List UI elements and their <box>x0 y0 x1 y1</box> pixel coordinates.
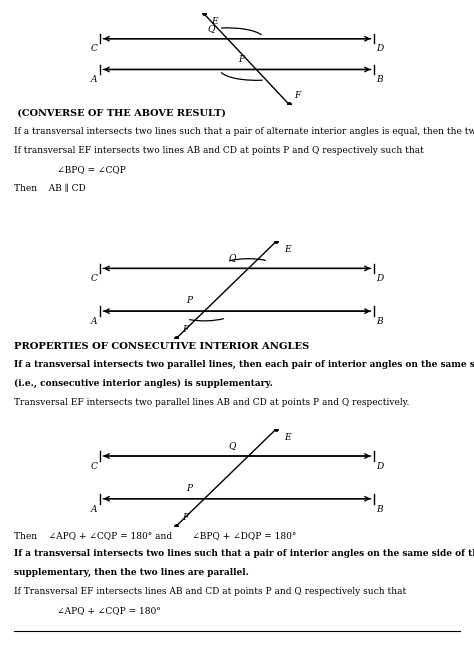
Text: A: A <box>91 317 98 326</box>
Text: B: B <box>376 505 383 514</box>
Text: P: P <box>186 484 192 493</box>
Text: supplementary, then the two lines are parallel.: supplementary, then the two lines are pa… <box>14 568 249 577</box>
Text: B: B <box>376 75 383 84</box>
Text: E: E <box>284 245 291 254</box>
Text: B: B <box>376 317 383 326</box>
Text: Then    AB ∥ CD: Then AB ∥ CD <box>14 184 86 192</box>
Text: If Transversal EF intersects lines AB and CD at points P and Q respectively such: If Transversal EF intersects lines AB an… <box>14 587 407 596</box>
Text: C: C <box>91 462 98 471</box>
Text: Q: Q <box>208 24 215 34</box>
Text: D: D <box>376 274 383 283</box>
Text: D: D <box>376 462 383 471</box>
Text: F: F <box>182 326 189 334</box>
Text: Transversal EF intersects two parallel lines AB and CD at points P and Q respect: Transversal EF intersects two parallel l… <box>14 398 410 407</box>
Text: A: A <box>91 505 98 514</box>
Text: (i.e., consecutive interior angles) is supplementary.: (i.e., consecutive interior angles) is s… <box>14 379 273 389</box>
Text: C: C <box>91 44 98 53</box>
Text: D: D <box>376 44 383 53</box>
Text: P: P <box>186 296 192 306</box>
Text: If a transversal intersects two lines such that a pair of interior angles on the: If a transversal intersects two lines su… <box>14 549 474 558</box>
Text: F: F <box>295 91 301 100</box>
Text: Q: Q <box>229 441 236 450</box>
Text: A: A <box>91 75 98 84</box>
Text: (CONVERSE OF THE ABOVE RESULT): (CONVERSE OF THE ABOVE RESULT) <box>14 109 226 117</box>
Text: PROPERTIES OF CONSECUTIVE INTERIOR ANGLES: PROPERTIES OF CONSECUTIVE INTERIOR ANGLE… <box>14 342 310 350</box>
Text: Q: Q <box>229 253 236 263</box>
Text: E: E <box>211 17 218 26</box>
Text: F: F <box>182 513 189 522</box>
Text: If a transversal intersects two parallel lines, then each pair of interior angle: If a transversal intersects two parallel… <box>14 360 474 369</box>
Text: P: P <box>238 55 244 64</box>
Text: ∠APQ + ∠CQP = 180°: ∠APQ + ∠CQP = 180° <box>14 606 161 614</box>
Text: Then    ∠APQ + ∠CQP = 180° and       ∠BPQ + ∠DQP = 180°: Then ∠APQ + ∠CQP = 180° and ∠BPQ + ∠DQP … <box>14 531 297 539</box>
Text: E: E <box>284 433 291 442</box>
Text: ∠BPQ = ∠CQP: ∠BPQ = ∠CQP <box>14 165 126 174</box>
Text: If a transversal intersects two lines such that a pair of alternate interior ang: If a transversal intersects two lines su… <box>14 127 474 136</box>
Text: If transversal EF intersects two lines AB and CD at points P and Q respectively : If transversal EF intersects two lines A… <box>14 146 424 155</box>
Text: C: C <box>91 274 98 283</box>
